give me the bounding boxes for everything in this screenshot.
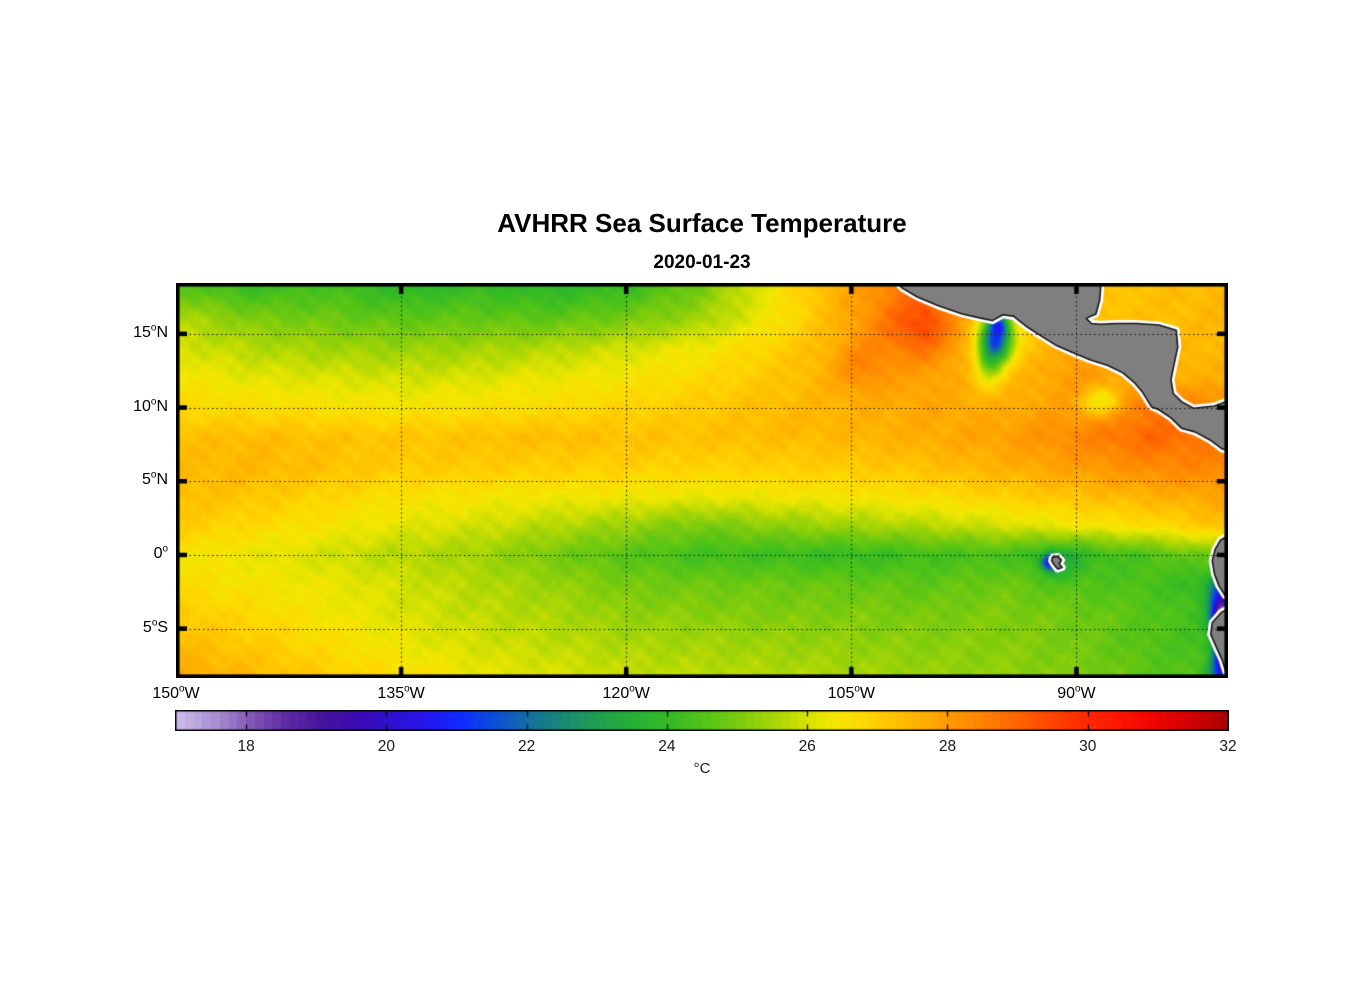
colorbar-canvas: [175, 710, 1229, 731]
y-tick-label: 10oN: [133, 396, 168, 415]
x-tick-label: 135oW: [377, 683, 425, 702]
colorbar-tick-label: 26: [798, 738, 816, 755]
y-tick-label: 5oS: [142, 617, 168, 636]
y-tick-label: 5oN: [142, 469, 168, 489]
colorbar-tick-label: 18: [237, 738, 255, 755]
chart-title: AVHRR Sea Surface Temperature: [497, 208, 907, 238]
chart-subtitle: 2020-01-23: [653, 252, 751, 273]
colorbar-tick-label: 22: [518, 738, 536, 755]
colorbar-tick-label: 32: [1219, 738, 1237, 755]
colorbar-tick-label: 20: [377, 738, 396, 755]
sst-map-canvas: [176, 283, 1228, 678]
x-tick-label: 90oW: [1057, 683, 1096, 702]
y-tick-label: 0o: [153, 543, 168, 562]
x-tick-label: 105oW: [827, 683, 875, 702]
colorbar-tick-label: 28: [938, 738, 957, 755]
x-tick-label: 150oW: [152, 683, 200, 702]
x-tick-label: 120oW: [602, 683, 650, 702]
colorbar-tick-label: 24: [658, 738, 676, 755]
colorbar-unit-label: °C: [693, 760, 711, 777]
y-tick-label: 15oN: [133, 322, 168, 341]
colorbar-tick-label: 30: [1079, 738, 1097, 755]
